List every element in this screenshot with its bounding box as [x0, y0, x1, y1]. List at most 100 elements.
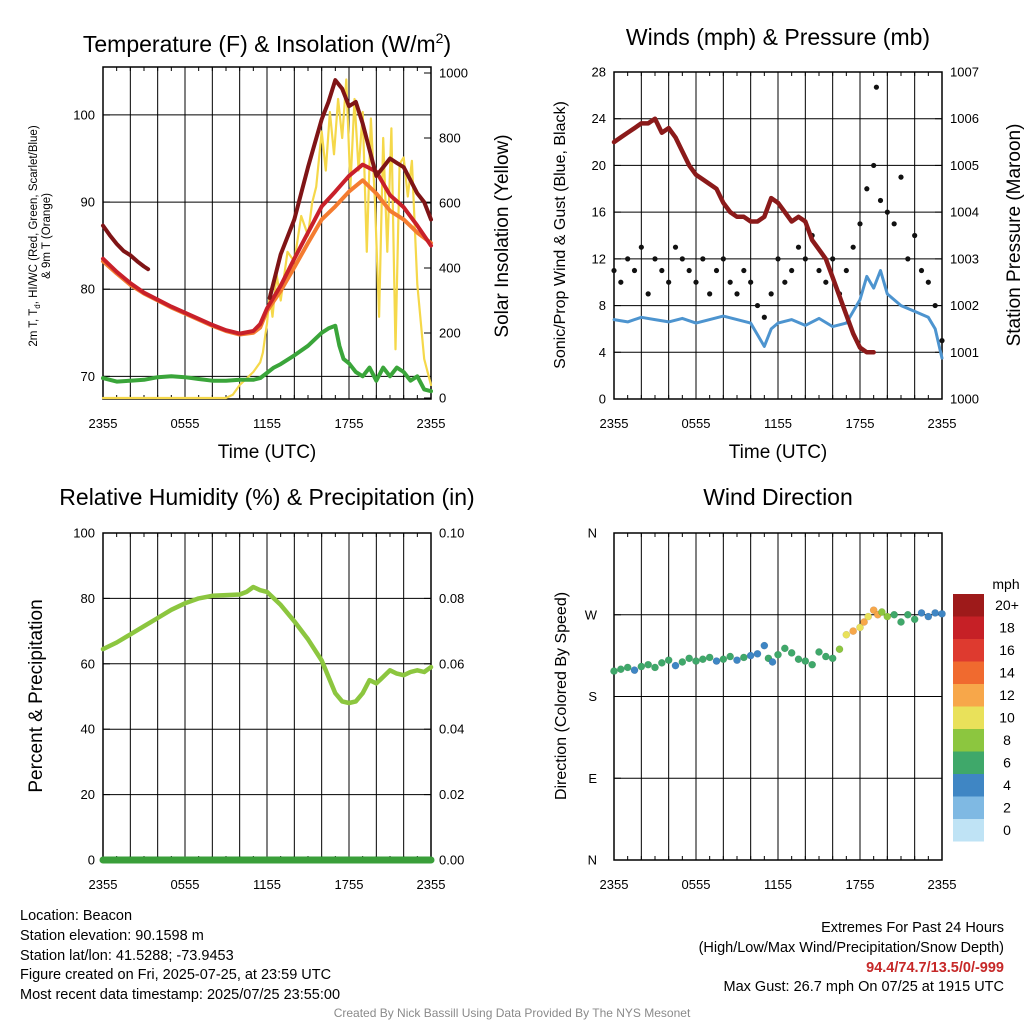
humidity-y2-tick-label: 0.10 — [439, 526, 464, 541]
colorbar-label: 12 — [999, 687, 1015, 703]
temperature-y-tick-label: 90 — [81, 195, 95, 210]
humidity-x-tick-label: 2355 — [417, 877, 446, 892]
temperature-x-tick-label: 1155 — [253, 416, 281, 431]
direction-point — [883, 612, 892, 621]
direction-point — [678, 658, 687, 666]
winds-y-tick-label: 0 — [599, 392, 606, 407]
humidity-y2-tick-label: 0.00 — [439, 853, 464, 868]
colorbar-label: 14 — [999, 665, 1015, 681]
winds-y-tick-label: 12 — [592, 251, 606, 266]
humidity-y-tick-label: 80 — [81, 591, 95, 606]
direction-point — [637, 662, 646, 671]
direction-point — [610, 667, 618, 675]
winds-gust-point — [693, 279, 699, 285]
winds-y2-tick-label: 1007 — [950, 65, 979, 80]
winds-gust-point — [645, 291, 651, 297]
direction-point — [828, 654, 837, 663]
humidity-y-tick-label: 40 — [81, 722, 95, 737]
winds-gust-point — [912, 232, 918, 239]
direction-x-tick-label: 2355 — [928, 877, 957, 892]
winds-gust-point — [679, 256, 685, 262]
winds-y2-tick-label: 1006 — [950, 111, 979, 126]
colorbar-swatch — [953, 684, 984, 707]
winds-gust-point — [857, 221, 863, 227]
colorbar-swatch — [953, 706, 984, 729]
winds-gust-point — [666, 279, 672, 285]
direction-y-tick-label: N — [588, 853, 597, 868]
colorbar-swatch — [953, 639, 984, 662]
colorbar-label: 2 — [1003, 800, 1011, 816]
winds-y2-tick-label: 1004 — [950, 205, 979, 220]
winds-panel: Winds (mph) & Pressure (mb) Sonic/Prop W… — [552, 24, 1024, 463]
direction-point — [739, 653, 748, 662]
temperature-y-tick-label: 70 — [81, 369, 95, 384]
winds-gust-point — [734, 291, 740, 297]
direction-point — [616, 665, 625, 674]
winds-gust-point — [932, 302, 938, 309]
winds-gust-point — [905, 256, 911, 262]
humidity-y2-tick-label: 0.08 — [439, 591, 464, 606]
extremes-box: Extremes For Past 24 Hours (High/Low/Max… — [699, 919, 1004, 998]
colorbar-label: 18 — [999, 620, 1015, 636]
direction-point — [794, 655, 803, 664]
winds-gust-point — [761, 314, 767, 320]
temperature-x-tick-label: 1755 — [335, 416, 364, 431]
temperature-y2label: Solar Insolation (Yellow) — [492, 134, 513, 337]
winds-gust-point — [672, 244, 679, 250]
winds-gust-point — [864, 186, 870, 192]
direction-point — [726, 652, 735, 661]
temperature-y2-tick-label: 0 — [439, 391, 446, 406]
winds-gust-point — [898, 174, 904, 180]
direction-point — [712, 657, 721, 665]
humidity-y-tick-label: 0 — [88, 853, 95, 868]
direction-point — [910, 615, 919, 624]
winds-series-pressure — [611, 116, 876, 355]
direction-y-tick-label: W — [585, 607, 598, 622]
temperature-y-tick-label: 100 — [73, 107, 95, 122]
winds-gust-point — [741, 267, 747, 274]
direction-point — [835, 645, 844, 654]
temperature-y2-tick-label: 600 — [439, 196, 461, 211]
direction-point — [698, 655, 707, 664]
colorbar-label: 6 — [1003, 755, 1011, 771]
winds-y-tick-label: 20 — [592, 158, 606, 173]
direction-point — [760, 641, 769, 650]
winds-y-tick-label: 28 — [592, 65, 606, 80]
temperature-series-solar-insolation — [101, 78, 433, 400]
direction-point — [856, 623, 864, 632]
winds-gust-point — [795, 244, 802, 250]
winds-gust-point — [686, 267, 692, 274]
direction-point — [623, 663, 632, 672]
direction-point — [897, 618, 905, 626]
winds-y2-tick-label: 1003 — [950, 251, 979, 266]
humidity-y-tick-label: 100 — [73, 526, 95, 541]
humidity-series-rh — [100, 584, 434, 706]
temperature-ylabel-line2: & 9m T (Orange) — [41, 193, 53, 279]
direction-point — [733, 656, 741, 665]
temperature-x-tick-label: 0555 — [171, 416, 200, 431]
temperature-y2-tick-label: 400 — [439, 261, 461, 276]
colorbar-swatch — [953, 751, 984, 774]
direction-point — [651, 663, 659, 672]
station-location: Location: Beacon — [20, 908, 133, 924]
direction-point — [774, 650, 782, 659]
direction-y-tick-label: S — [588, 689, 597, 704]
station-info: Location: Beacon Station elevation: 90.1… — [20, 907, 340, 1006]
direction-point — [860, 618, 868, 626]
temperature-series-2m-t — [267, 78, 433, 300]
direction-point — [821, 652, 830, 661]
temperature-xlabel: Time (UTC) — [218, 442, 317, 463]
winds-y-tick-label: 16 — [592, 205, 606, 220]
temperature-y2-tick-label: 200 — [439, 326, 461, 341]
direction-point — [664, 656, 673, 665]
temperature-y2-tick-label: 1000 — [439, 66, 468, 81]
direction-point — [808, 660, 817, 669]
max-gust: Max Gust: 26.7 mph On 07/25 at 1915 UTC — [723, 979, 1004, 996]
winds-y-tick-label: 8 — [599, 298, 606, 313]
direction-point — [657, 659, 666, 667]
winds-ylabel: Sonic/Prop Wind & Gust (Blue, Black) — [552, 101, 569, 369]
winds-gust-point — [625, 256, 631, 262]
winds-gust-point — [939, 338, 945, 344]
direction-point — [753, 649, 762, 658]
direction-point — [842, 630, 851, 639]
